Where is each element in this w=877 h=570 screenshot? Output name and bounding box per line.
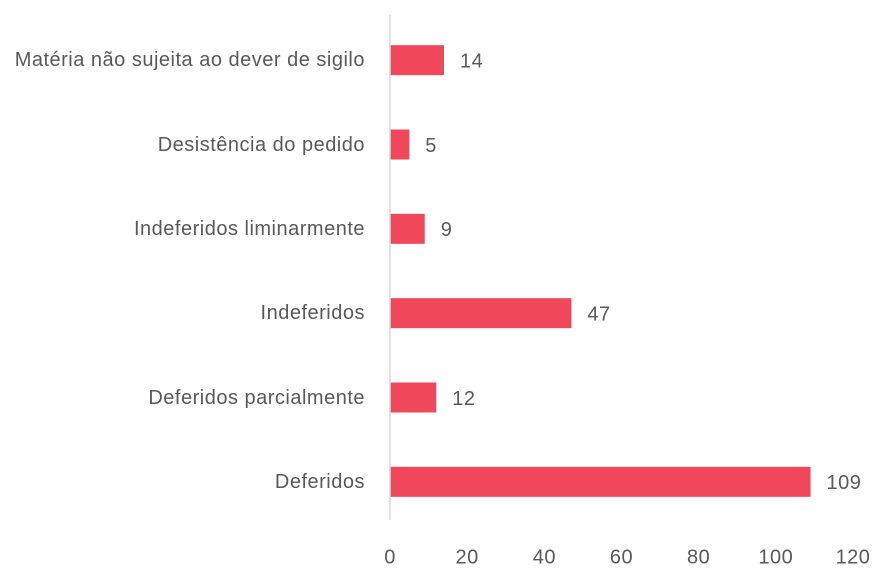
y-tick-label: Indeferidos [260, 302, 365, 325]
value-label: 14 [460, 50, 483, 72]
y-tick-label: Desistência do pedido [157, 133, 365, 156]
x-tick-label: 100 [758, 546, 793, 568]
bar [390, 129, 410, 160]
x-tick-label: 80 [687, 546, 710, 568]
value-label: 12 [452, 388, 475, 410]
bar [390, 298, 572, 329]
y-tick-label: Matéria não sujeita ao dever de sigilo [14, 49, 365, 72]
y-tick-label: Deferidos parcialmente [148, 386, 365, 409]
x-tick-label: 120 [836, 546, 871, 568]
bar [390, 45, 445, 76]
value-label: 47 [587, 303, 610, 325]
x-tick-label: 0 [384, 546, 396, 568]
bar [390, 466, 811, 497]
y-tick-label: Indeferidos liminarmente [134, 217, 365, 240]
value-label: 9 [441, 219, 453, 241]
x-tick-label: 60 [610, 546, 633, 568]
bar [390, 213, 425, 244]
y-tick-label: Deferidos [274, 470, 365, 493]
bar [390, 382, 437, 413]
x-tick-label: 40 [533, 546, 556, 568]
value-label: 109 [827, 472, 862, 494]
x-tick-label: 20 [456, 546, 479, 568]
value-label: 5 [425, 135, 437, 157]
